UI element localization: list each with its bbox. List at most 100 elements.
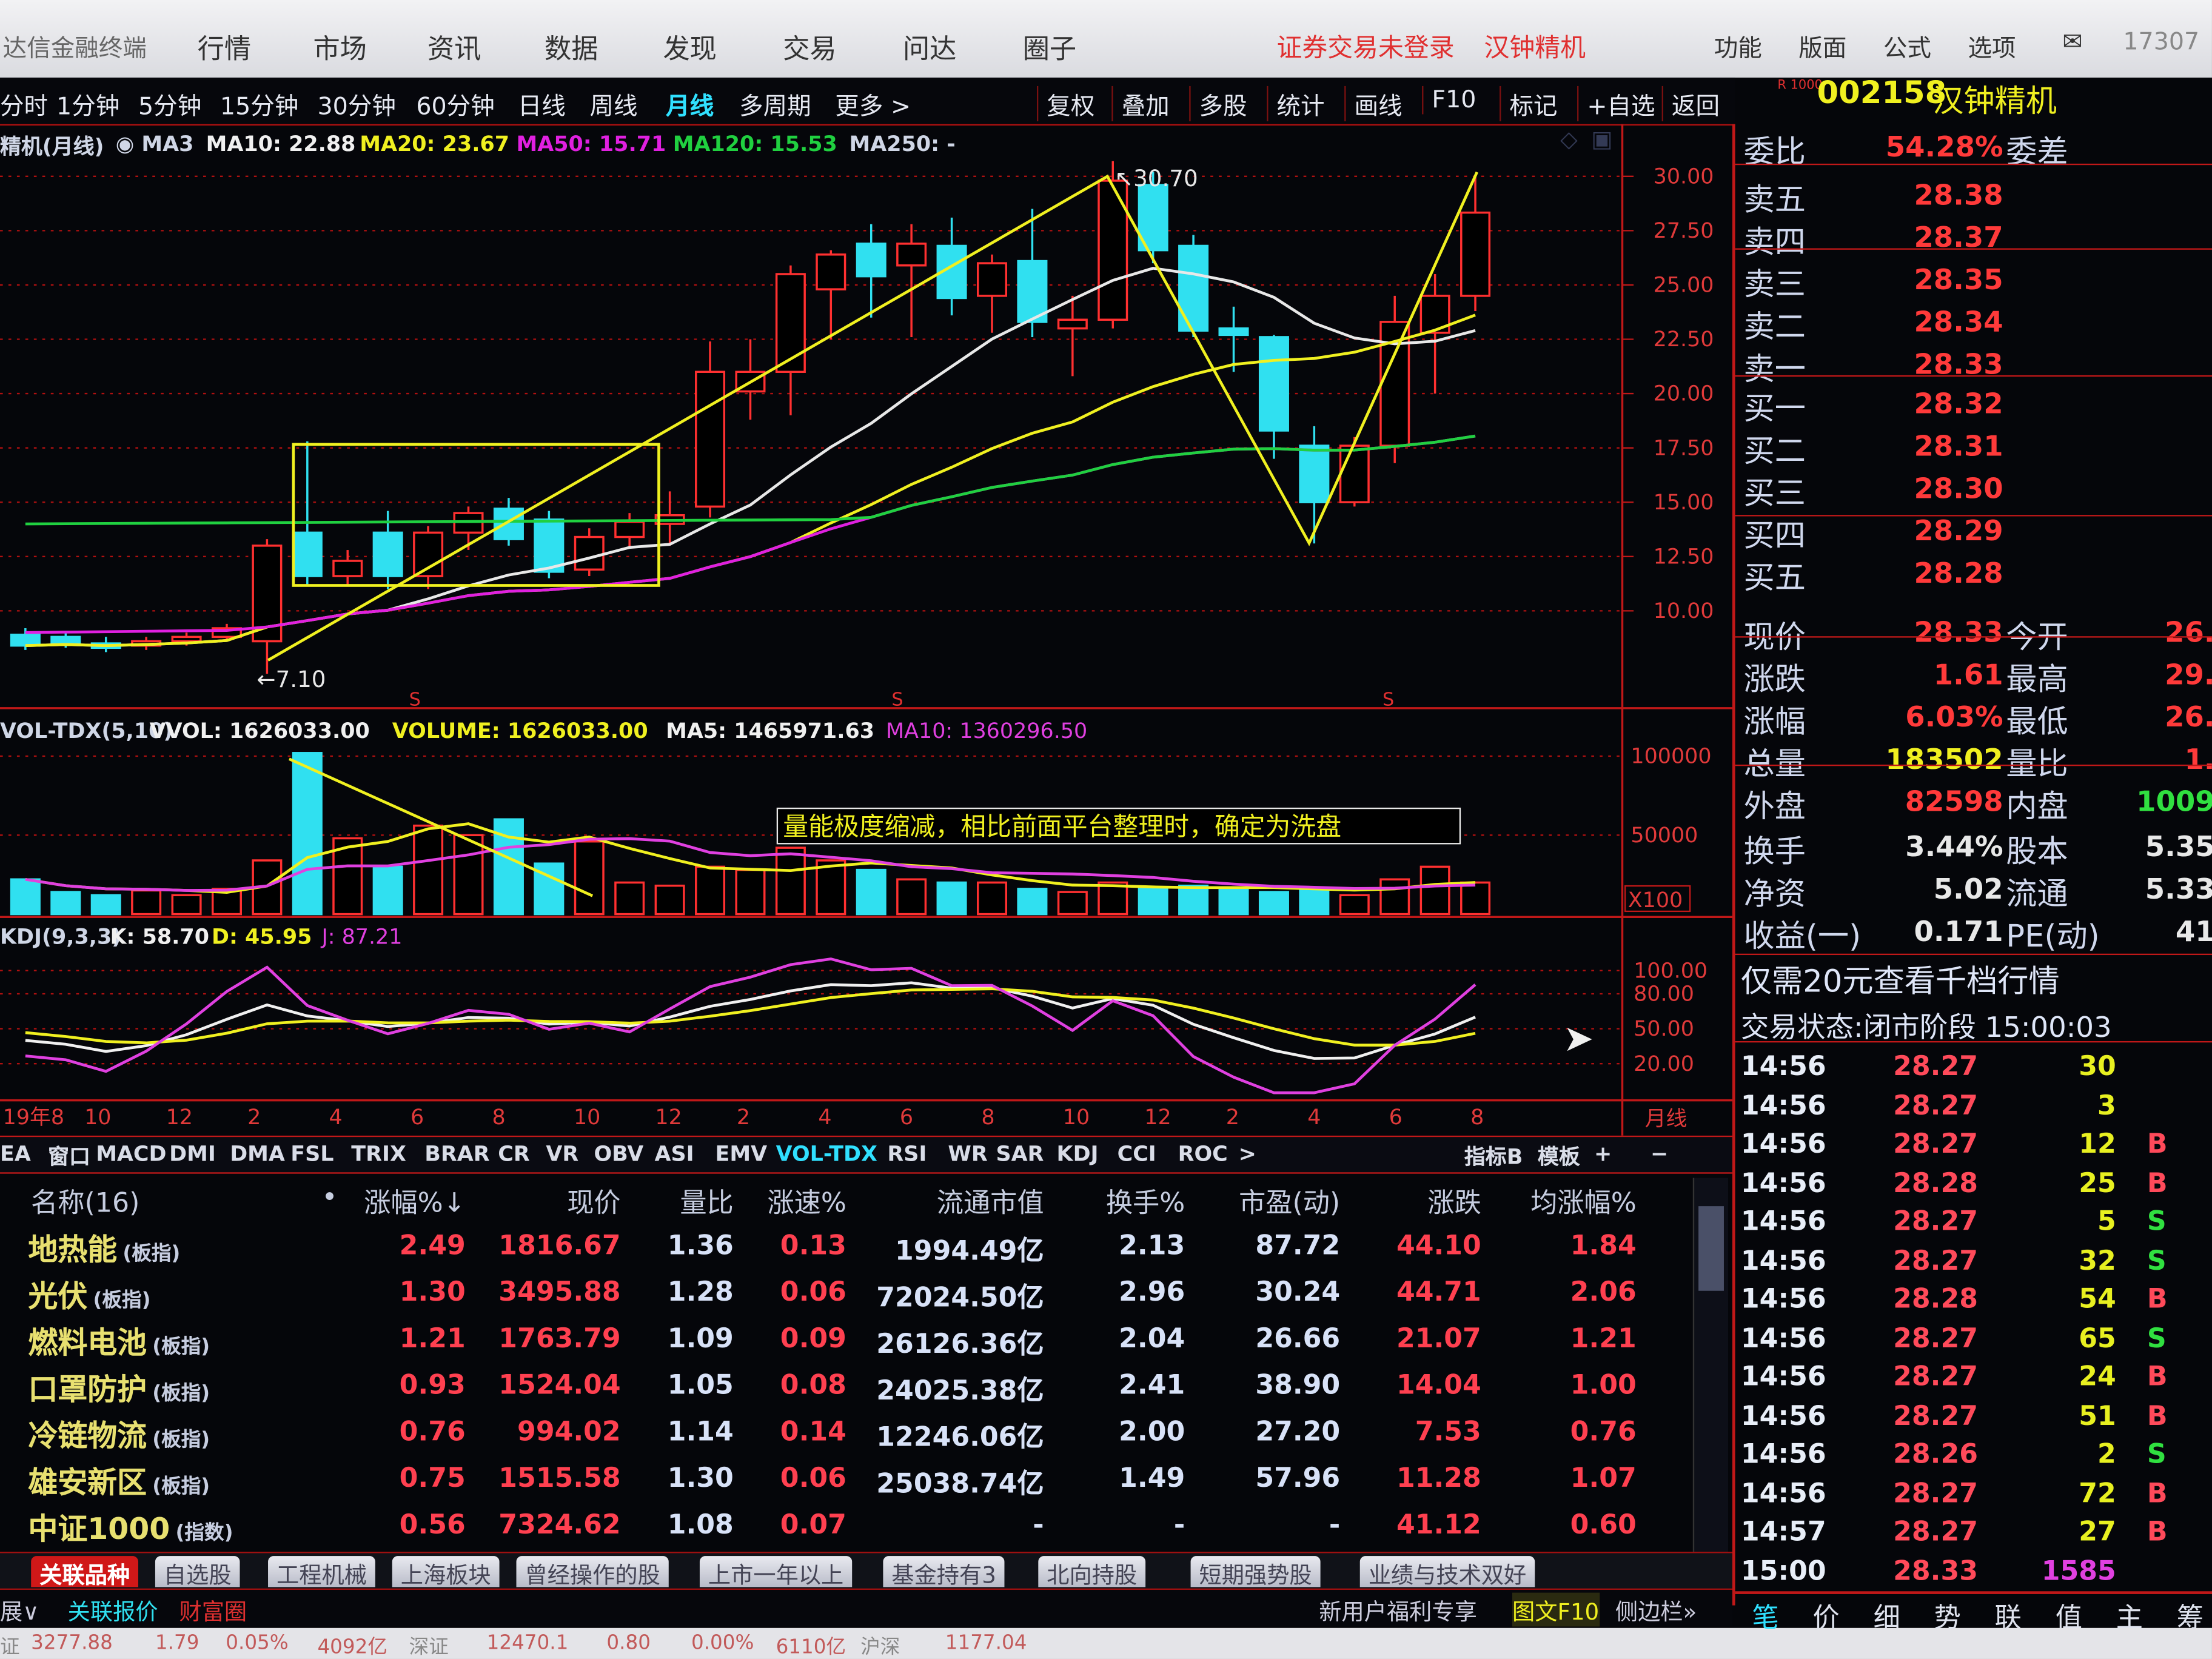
menu-options[interactable]: 选项 (1968, 35, 2016, 64)
quote-tab[interactable]: 价 (1812, 1602, 1840, 1634)
column-header[interactable]: 现价 (567, 1187, 621, 1219)
block-tab[interactable]: 北向持股 (1038, 1556, 1146, 1589)
sidebar-toggle[interactable]: 侧边栏» (1615, 1598, 1697, 1626)
expand-toggle[interactable]: 展∨ (0, 1598, 39, 1626)
quote-tab[interactable]: 势 (1934, 1602, 1961, 1634)
wealth-circle-tab[interactable]: 财富圈 (179, 1598, 247, 1626)
menu-func[interactable]: 功能 (1714, 35, 1762, 64)
block-tab[interactable]: 关联品种 (31, 1556, 139, 1589)
toolbar-button[interactable]: 返回 (1661, 85, 1720, 122)
menu-formula[interactable]: 公式 (1883, 35, 1931, 64)
quote-tab[interactable]: 筹 (2176, 1602, 2204, 1634)
indicator-tab[interactable]: WR (948, 1141, 988, 1167)
block-tab[interactable]: 工程机械 (268, 1556, 375, 1589)
block-tab[interactable]: 曾经操作的股 (516, 1556, 669, 1589)
block-tab[interactable]: 上市一年以上 (699, 1556, 853, 1589)
indicator-tab[interactable]: KDJ (1056, 1141, 1099, 1167)
menu-item[interactable]: 市场 (313, 33, 367, 65)
column-header[interactable]: 量比 (680, 1187, 734, 1219)
period-tab[interactable]: 多周期 (739, 93, 811, 122)
indicator-tab[interactable]: > (1238, 1141, 1256, 1167)
menu-item[interactable]: 圈子 (1022, 33, 1077, 65)
indicator-tab[interactable]: ASI (654, 1141, 694, 1167)
quote-tab[interactable]: 联 (1994, 1602, 2022, 1634)
toolbar-button[interactable]: 复权 (1036, 85, 1094, 122)
menu-layout[interactable]: 版面 (1798, 35, 1847, 64)
indicator-tab[interactable]: 窗口 (48, 1144, 90, 1170)
toolbar-button[interactable]: 画线 (1344, 85, 1403, 122)
indicator-tab[interactable]: RSI (887, 1141, 927, 1167)
block-tab[interactable]: 基金持有3 (883, 1556, 1005, 1589)
login-status[interactable]: 证券交易未登录 (1276, 33, 1455, 64)
scrollbar-thumb[interactable] (1698, 1206, 1724, 1291)
toolbar-button[interactable]: 叠加 (1111, 85, 1170, 122)
diamond-icon[interactable]: ◇ (1560, 126, 1578, 152)
indicator-tab[interactable]: MACD (96, 1141, 167, 1167)
table-scrollbar[interactable] (1692, 1178, 1728, 1552)
promo-link[interactable]: 仅需20元查看千档行情 (1740, 965, 2060, 1000)
column-header[interactable]: 换手% (1105, 1187, 1185, 1219)
column-header[interactable]: • (321, 1182, 338, 1213)
indicator-tab[interactable]: TRIX (351, 1141, 406, 1167)
period-tab-active[interactable]: 月线 (666, 93, 714, 122)
menu-item[interactable]: 问达 (902, 33, 957, 65)
indicator-tab[interactable]: EA (0, 1141, 31, 1167)
menu-item[interactable]: 数据 (545, 33, 598, 65)
quote-tab[interactable]: 笔 (1752, 1602, 1779, 1634)
indicator-tab[interactable]: ROC (1178, 1141, 1228, 1167)
toolbar-button[interactable]: 多股 (1189, 85, 1247, 122)
indicator-tab[interactable]: DMA (230, 1141, 285, 1167)
indicator-tab[interactable]: 模板 (1537, 1144, 1580, 1170)
indicator-tab[interactable]: EMV (715, 1141, 768, 1167)
indicator-tab[interactable]: OBV (594, 1141, 644, 1167)
period-tab[interactable]: 30分钟 (317, 93, 396, 122)
indicator-tab[interactable]: BRAR (424, 1141, 490, 1167)
block-tab[interactable]: 短期强势股 (1190, 1556, 1321, 1589)
period-tab[interactable]: 15分钟 (220, 93, 299, 122)
block-tab[interactable]: 上海板块 (392, 1556, 500, 1589)
indicator-tab[interactable]: CR (498, 1141, 530, 1167)
column-header[interactable]: 涨跌 (1427, 1187, 1481, 1219)
kline-chart[interactable]: 30.00 27.50 25.00 22.50 20.00 17.50 15.00 12.50… (0, 0, 1732, 1136)
period-tab[interactable]: 5分钟 (138, 93, 202, 122)
block-tab[interactable]: 业绩与技术双好 (1359, 1556, 1535, 1589)
indicator-tab[interactable]: VOL-TDX (776, 1141, 877, 1167)
period-tab[interactable]: 日线 (517, 93, 566, 122)
column-header[interactable]: 涨幅%↓ (364, 1187, 466, 1219)
indicator-tab[interactable]: DMI (169, 1141, 216, 1167)
quote-tab[interactable]: 主 (2116, 1602, 2143, 1634)
indicator-tab[interactable]: SAR (996, 1141, 1044, 1167)
indicator-tab[interactable]: VR (546, 1141, 579, 1167)
toolbar-button[interactable]: +自选 (1577, 85, 1655, 122)
menu-item[interactable]: 资讯 (427, 33, 481, 65)
toolbar-button[interactable]: 统计 (1267, 85, 1325, 122)
menu-item[interactable]: 发现 (663, 33, 717, 65)
period-tab[interactable]: 分时 (0, 93, 49, 122)
indicator-tab[interactable]: + (1594, 1141, 1612, 1167)
window-icon[interactable]: ▣ (1591, 126, 1612, 152)
period-tab[interactable]: 60分钟 (416, 93, 495, 122)
column-header[interactable]: 均涨幅% (1530, 1187, 1637, 1219)
period-tab[interactable]: 周线 (589, 93, 638, 122)
indicator-tab[interactable]: FSL (290, 1141, 334, 1167)
indicator-tab[interactable]: 指标B (1464, 1144, 1523, 1170)
column-header[interactable]: 名称(16) (31, 1187, 140, 1219)
menu-item[interactable]: 交易 (783, 33, 837, 65)
mail-icon[interactable]: ✉ (2062, 28, 2083, 57)
menu-item[interactable]: 行情 (197, 33, 252, 65)
column-header[interactable]: 市盈(动) (1239, 1187, 1341, 1219)
period-tab[interactable]: 1分钟 (56, 93, 120, 122)
f10-button[interactable]: 图文F10 (1512, 1592, 1600, 1627)
new-user-link[interactable]: 新用户福利专享 (1319, 1598, 1477, 1626)
toolbar-button[interactable]: F10 (1422, 85, 1476, 115)
quote-tab[interactable]: 值 (2055, 1602, 2082, 1634)
period-tab[interactable]: 更多 > (835, 93, 911, 122)
toolbar-button[interactable]: 标记 (1500, 85, 1557, 122)
related-quote-tab[interactable]: 关联报价 (67, 1598, 158, 1626)
column-header[interactable]: 流通市值 (936, 1187, 1044, 1219)
quote-tab[interactable]: 细 (1873, 1602, 1900, 1634)
block-tab[interactable]: 自选股 (155, 1556, 240, 1589)
indicator-tab[interactable]: − (1651, 1141, 1669, 1167)
column-header[interactable]: 涨速% (767, 1187, 846, 1219)
indicator-tab[interactable]: CCI (1117, 1141, 1156, 1167)
